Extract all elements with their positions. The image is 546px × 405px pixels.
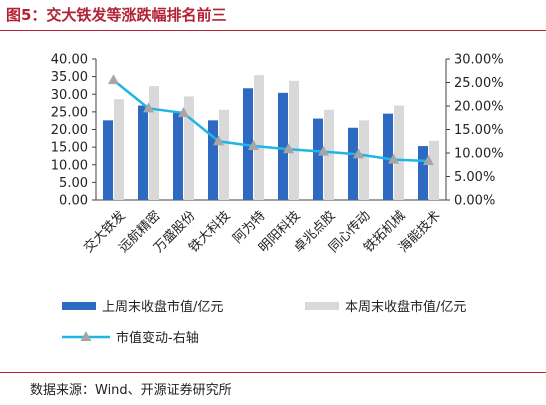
chart: 0.00 5.00 10.00 15.00 20.00 25.00 30.00 35.00 40… (51, 53, 504, 347)
bar (429, 140, 439, 200)
bar (103, 120, 113, 200)
legend-label-this-week: 本周末收盘市值/亿元 (345, 299, 466, 315)
y-left-tick-label: 20.00 (51, 123, 88, 138)
y-right-tick-label: 0.00% (454, 194, 495, 209)
legend-marker (80, 331, 92, 341)
bar (313, 118, 323, 200)
line-point (283, 143, 294, 154)
line-point (248, 139, 259, 150)
change-line (112, 79, 429, 163)
bar (324, 109, 334, 200)
bar (278, 92, 288, 200)
y-left-tick-label: 40.00 (51, 53, 88, 68)
legend-label-last-week: 上周末收盘市值/亿元 (102, 299, 223, 315)
line-point (423, 154, 434, 165)
bar (208, 120, 218, 200)
bar (184, 96, 194, 200)
y-left-tick-label: 25.00 (51, 105, 88, 120)
y-left-tick-label: 35.00 (51, 70, 88, 85)
bar (359, 120, 369, 200)
bar (289, 80, 299, 200)
line-point (318, 145, 329, 156)
title-rule (0, 30, 546, 31)
bar (394, 105, 404, 200)
figure-title: 图5：交大铁发等涨跌幅排名前三 (6, 6, 227, 24)
y-left-tick-label: 30.00 (51, 88, 88, 103)
bar (383, 113, 393, 200)
bar (348, 127, 358, 200)
y-right-tick-label: 25.00% (454, 76, 504, 91)
source-note: 数据来源：Wind、开源证券研究所 (30, 383, 232, 398)
y-right-tick-label: 10.00% (454, 147, 504, 162)
chart-bars (103, 75, 439, 200)
source-rule (0, 372, 546, 373)
y-right-tick-label: 15.00% (454, 123, 504, 138)
bar (173, 111, 183, 200)
y-left-tick-label: 15.00 (51, 141, 88, 156)
y-right-tick-label: 30.00% (454, 53, 504, 68)
bar (219, 109, 229, 200)
line-point (353, 148, 364, 159)
bar (149, 86, 159, 200)
chart-line (108, 74, 434, 165)
legend-swatch-last-week (62, 302, 96, 310)
line-point (213, 135, 224, 146)
legend-label-change: 市值变动-右轴 (116, 330, 199, 346)
y-right-tick-label: 5.00% (454, 170, 495, 185)
y-left-tick-label: 10.00 (51, 158, 88, 173)
line-point (388, 153, 399, 164)
bar (138, 105, 148, 200)
y-left-tick-label: 5.00 (59, 176, 88, 191)
line-point (108, 74, 119, 85)
legend-swatch-this-week (305, 302, 339, 310)
bar (418, 146, 428, 200)
bar (254, 75, 264, 200)
bar (114, 99, 124, 200)
y-right-tick-label: 20.00% (454, 100, 504, 115)
line-point (178, 107, 189, 118)
chart-axes: 0.00 5.00 10.00 15.00 20.00 25.00 30.00 35.00 40… (51, 53, 504, 209)
line-point (143, 102, 154, 113)
y-left-tick-label: 0.00 (59, 194, 88, 209)
